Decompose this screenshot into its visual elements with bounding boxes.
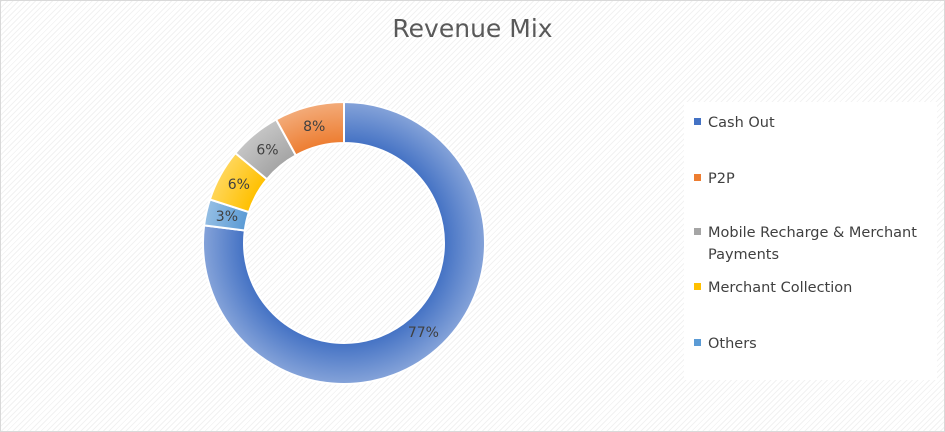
data-label-merchant-collection: 6%	[228, 177, 250, 193]
legend-swatch-mobile-recharge	[694, 228, 701, 235]
legend-label-cash-out: Cash Out	[708, 115, 775, 131]
legend-label-mobile-recharge: Mobile Recharge & Merchant Payments	[708, 225, 917, 263]
slice-cash-out	[202, 100, 486, 385]
data-label-p2p: 8%	[303, 119, 325, 135]
legend-swatch-p2p	[694, 174, 701, 181]
legend-label-merchant-collection: Merchant Collection	[708, 280, 853, 296]
legend: Cash Out P2P Mobile Recharge & Merchant …	[684, 102, 937, 380]
chart-title: Revenue Mix	[392, 14, 553, 43]
legend-swatch-others	[694, 339, 701, 346]
legend-label-p2p: P2P	[708, 171, 735, 187]
slice-p2p	[274, 100, 345, 157]
legend-swatch-merchant-collection	[694, 283, 701, 290]
data-label-cash-out: 77%	[408, 325, 439, 341]
data-label-others: 3%	[216, 209, 238, 225]
legend-label-others: Others	[708, 336, 757, 352]
data-label-mobile-recharge-merchant-payments: 6%	[256, 143, 278, 159]
legend-swatch-cash-out	[694, 118, 701, 125]
